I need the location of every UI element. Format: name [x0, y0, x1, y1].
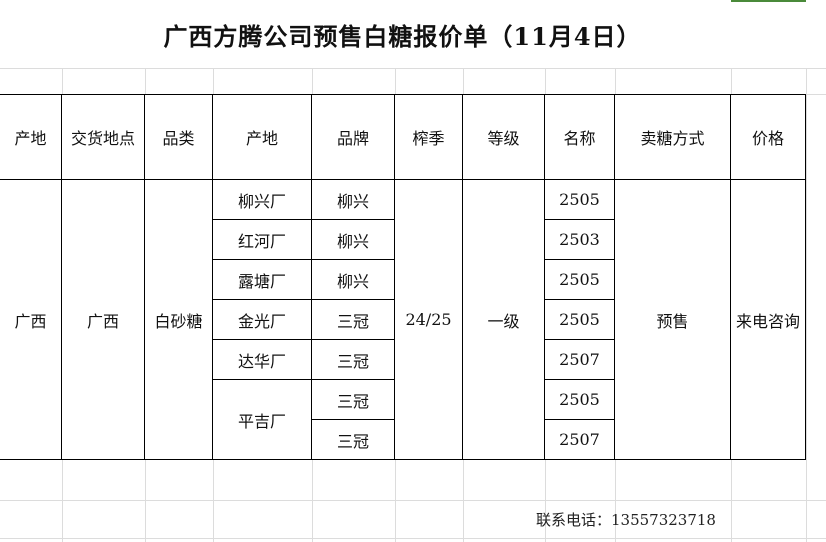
cell-sale-method[interactable]: 预售	[614, 179, 731, 460]
cell-plant[interactable]: 达华厂	[212, 339, 312, 380]
cell-plant[interactable]: 金光厂	[212, 299, 312, 340]
contact-phone[interactable]: 联系电话：13557323718	[536, 511, 716, 529]
cell-brand[interactable]: 三冠	[311, 379, 395, 420]
cell-season[interactable]: 24/25	[394, 179, 463, 460]
sheet-title[interactable]: 广西方腾公司预售白糖报价单（11月4日）	[163, 21, 642, 51]
cell-brand[interactable]: 三冠	[311, 419, 395, 460]
header-origin[interactable]: 产地	[0, 94, 62, 180]
header-category[interactable]: 品类	[144, 94, 213, 180]
cell-name[interactable]: 2505	[544, 259, 615, 300]
cell-brand[interactable]: 柳兴	[311, 259, 395, 300]
header-delivery[interactable]: 交货地点	[61, 94, 145, 180]
header-price[interactable]: 价格	[730, 94, 806, 180]
cell-brand[interactable]: 柳兴	[311, 179, 395, 220]
cell-brand[interactable]: 柳兴	[311, 219, 395, 260]
cell-name[interactable]: 2507	[544, 339, 615, 380]
cell-name[interactable]: 2507	[544, 419, 615, 460]
cell-plant[interactable]: 平吉厂	[212, 379, 312, 460]
header-season[interactable]: 榨季	[394, 94, 463, 180]
gridline	[806, 68, 807, 542]
cell-name[interactable]: 2505	[544, 299, 615, 340]
header-brand[interactable]: 品牌	[311, 94, 395, 180]
cell-brand[interactable]: 三冠	[311, 339, 395, 380]
cell-grade[interactable]: 一级	[462, 179, 545, 460]
cell-plant[interactable]: 红河厂	[212, 219, 312, 260]
gridline	[0, 500, 826, 501]
selected-cell-indicator	[731, 0, 806, 2]
header-plant[interactable]: 产地	[212, 94, 312, 180]
cell-category[interactable]: 白砂糖	[144, 179, 213, 460]
header-sale-method[interactable]: 卖糖方式	[614, 94, 731, 180]
cell-name[interactable]: 2503	[544, 219, 615, 260]
header-grade[interactable]: 等级	[462, 94, 545, 180]
cell-price[interactable]: 来电咨询	[730, 179, 806, 460]
cell-delivery[interactable]: 广西	[61, 179, 145, 460]
header-name[interactable]: 名称	[544, 94, 615, 180]
cell-brand[interactable]: 三冠	[311, 299, 395, 340]
gridline	[0, 68, 826, 69]
cell-name[interactable]: 2505	[544, 379, 615, 420]
cell-origin[interactable]: 广西	[0, 179, 62, 460]
cell-plant[interactable]: 柳兴厂	[212, 179, 312, 220]
cell-plant[interactable]: 露塘厂	[212, 259, 312, 300]
gridline	[0, 538, 826, 539]
cell-name[interactable]: 2505	[544, 179, 615, 220]
